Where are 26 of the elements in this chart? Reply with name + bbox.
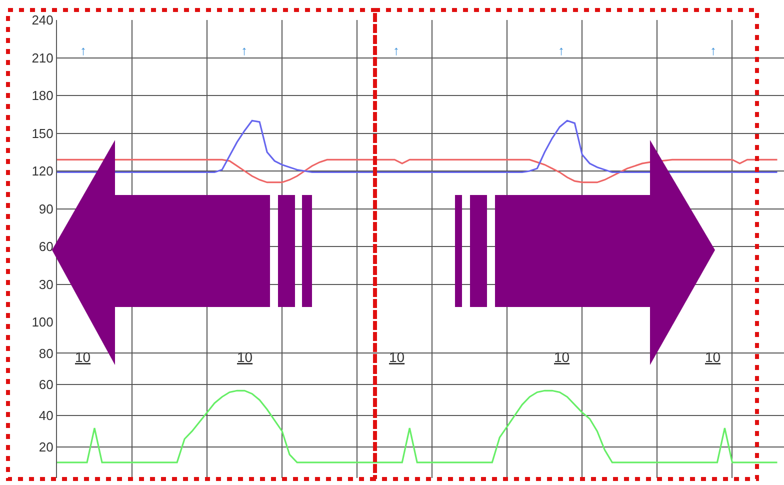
line-series xyxy=(57,120,778,174)
y-tick-label: 60 xyxy=(38,239,54,254)
y-tick-label: 240 xyxy=(32,12,54,28)
y-tick-label: 20 xyxy=(38,439,54,454)
annotation: 10 xyxy=(389,349,405,365)
annotation: 10 xyxy=(705,349,721,365)
annotation: 10 xyxy=(75,349,91,365)
y-tick-label: 60 xyxy=(38,376,54,392)
annotation: ↑ xyxy=(393,43,400,58)
annotation: ↑ xyxy=(241,43,248,58)
annotation: 10 xyxy=(554,349,570,365)
y-tick-label: 100 xyxy=(32,314,54,330)
annotation: ↑ xyxy=(710,43,716,58)
annotation: ↑ xyxy=(558,43,564,58)
y-tick-label: 90 xyxy=(38,201,54,216)
y-tick-label: 30 xyxy=(38,276,54,292)
y-tick-label: 120 xyxy=(32,164,54,179)
y-tick-label: 80 xyxy=(38,346,54,361)
y-tick-label: 40 xyxy=(38,408,54,424)
y-tick-label: 210 xyxy=(32,50,54,66)
y-tick-label: 180 xyxy=(32,88,54,104)
y-tick-label: 150 xyxy=(32,126,54,141)
annotation: ↑ xyxy=(80,43,86,58)
line-series xyxy=(57,158,778,184)
annotation: 10 xyxy=(237,349,253,365)
line-series xyxy=(57,390,778,464)
